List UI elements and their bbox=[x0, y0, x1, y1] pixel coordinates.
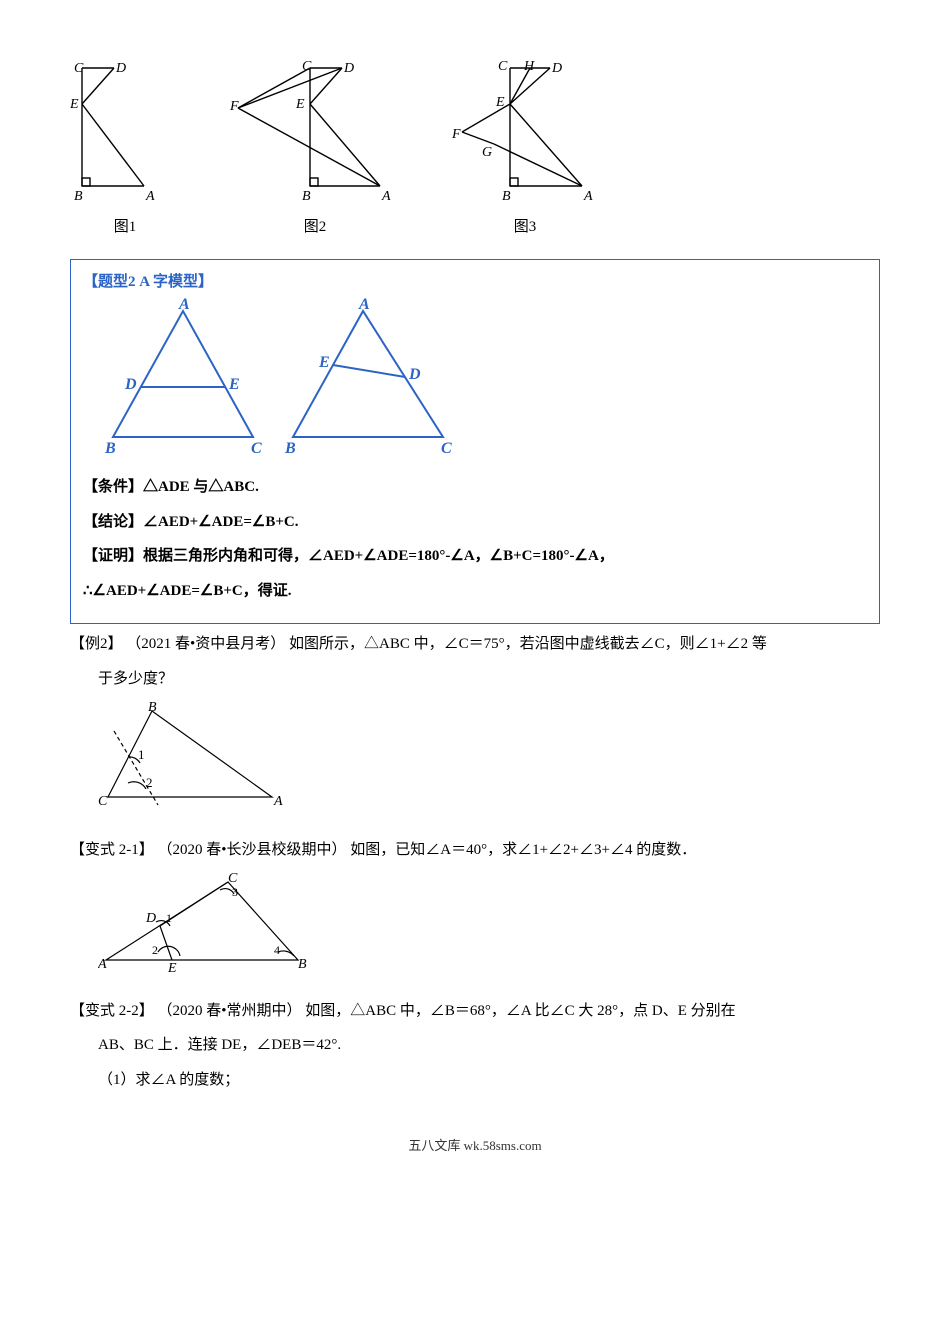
label-1: 1 bbox=[166, 911, 172, 925]
variant-2-2-line1: 【变式 2-2】 （2020 春•常州期中） 如图，△ABC 中，∠B＝68°，… bbox=[70, 997, 880, 1026]
label-D: D bbox=[115, 61, 126, 76]
model-box-title: 【题型2 A 字模型】 bbox=[83, 268, 867, 297]
label-3: 3 bbox=[232, 885, 238, 899]
condition-text: △ADE 与△ABC. bbox=[143, 479, 259, 495]
condition-label: 【条件】 bbox=[83, 479, 143, 495]
label-B-left: B bbox=[104, 440, 116, 457]
variant-2-1-src: （2020 春•长沙县校级期中） bbox=[158, 842, 347, 858]
label-B: B bbox=[74, 189, 83, 200]
figure-2: C D E F B A 图2 bbox=[230, 60, 400, 241]
label-C-left: C bbox=[251, 440, 262, 457]
label-B-right: B bbox=[284, 440, 296, 457]
conclusion-label: 【结论】 bbox=[83, 514, 143, 530]
conclusion-text: ∠AED+∠ADE=∠B+C. bbox=[143, 514, 298, 530]
label-E: E bbox=[495, 95, 505, 110]
label-B: B bbox=[502, 189, 511, 200]
label-A: A bbox=[583, 189, 593, 200]
label-F: F bbox=[230, 99, 239, 114]
label-E: E bbox=[70, 97, 79, 112]
label-2: 2 bbox=[146, 775, 153, 790]
variant-2-2-q1: （1）求∠A 的度数； bbox=[70, 1066, 880, 1095]
label-4: 4 bbox=[274, 943, 280, 957]
example-2: 【例2】 （2021 春•资中县月考） 如图所示，△ABC 中，∠C＝75°，若… bbox=[70, 630, 880, 659]
condition-line: 【条件】△ADE 与△ABC. bbox=[83, 473, 867, 502]
example-2-line2: 于多少度？ bbox=[70, 665, 880, 694]
label-E-right: E bbox=[318, 354, 330, 371]
figure-3-caption: 图3 bbox=[450, 213, 600, 242]
example-2-figure: B C A 1 2 bbox=[98, 701, 880, 822]
label-A: A bbox=[273, 794, 283, 809]
figure-1-caption: 图1 bbox=[70, 213, 180, 242]
top-figures-row: C D E B A 图1 C D bbox=[70, 60, 880, 241]
label-C: C bbox=[228, 872, 238, 886]
variant-2-2-line2: AB、BC 上．连接 DE，∠DEB＝42°. bbox=[70, 1031, 880, 1060]
label-1: 1 bbox=[138, 747, 145, 762]
label-C: C bbox=[98, 794, 108, 809]
label-B: B bbox=[302, 189, 311, 200]
label-D: D bbox=[145, 911, 156, 926]
figure-3-svg: C H D E F G B A bbox=[450, 60, 600, 200]
label-2: 2 bbox=[152, 943, 158, 957]
label-A-left: A bbox=[178, 297, 190, 313]
model-box-figures: A D E B C A E D B C bbox=[83, 297, 867, 468]
label-H: H bbox=[523, 60, 535, 74]
proof-line-2: ∴∠AED+∠ADE=∠B+C，得证. bbox=[83, 577, 867, 606]
proof-text: 根据三角形内角和可得，∠AED+∠ADE=180°-∠A，∠B+C=180°-∠… bbox=[143, 548, 614, 564]
figure-1: C D E B A 图1 bbox=[70, 60, 180, 241]
proof-label: 【证明】 bbox=[83, 548, 143, 564]
label-D: D bbox=[343, 61, 354, 76]
example-2-src: （2021 春•资中县月考） bbox=[126, 636, 285, 652]
a-model-svg: A D E B C A E D B C bbox=[83, 297, 463, 457]
figure-1-svg: C D E B A bbox=[70, 60, 180, 200]
variant-2-2-src: （2020 春•常州期中） bbox=[158, 1003, 302, 1019]
variant-2-1-figure: A B C D E 1 2 3 4 bbox=[98, 872, 880, 983]
variant-2-2-tag: 【变式 2-2】 bbox=[70, 1003, 154, 1019]
conclusion-line: 【结论】∠AED+∠ADE=∠B+C. bbox=[83, 508, 867, 537]
label-A: A bbox=[381, 189, 391, 200]
example-2-tag: 【例2】 bbox=[70, 636, 123, 652]
label-B: B bbox=[148, 701, 157, 715]
variant-2-1-text: 如图，已知∠A＝40°，求∠1+∠2+∠3+∠4 的度数． bbox=[350, 842, 696, 858]
label-A-right: A bbox=[358, 297, 370, 313]
label-D-left: D bbox=[124, 376, 137, 393]
label-A: A bbox=[145, 189, 155, 200]
variant-2-2-text1: 如图，△ABC 中，∠B＝68°，∠A 比∠C 大 28°，点 D、E 分别在 bbox=[305, 1003, 735, 1019]
label-C: C bbox=[74, 61, 84, 76]
page-footer: 五八文库 wk.58sms.com bbox=[70, 1134, 880, 1159]
model-box: 【题型2 A 字模型】 A D E B C A E D B C bbox=[70, 259, 880, 624]
label-D: D bbox=[551, 61, 562, 76]
label-A: A bbox=[98, 957, 107, 972]
label-B: B bbox=[298, 957, 307, 972]
label-C: C bbox=[498, 60, 508, 74]
label-G: G bbox=[482, 145, 492, 160]
variant-2-1: 【变式 2-1】 （2020 春•长沙县校级期中） 如图，已知∠A＝40°，求∠… bbox=[70, 836, 880, 865]
label-E: E bbox=[167, 961, 177, 972]
figure-3: C H D E F G B A 图3 bbox=[450, 60, 600, 241]
label-E-left: E bbox=[228, 376, 240, 393]
label-C-right: C bbox=[441, 440, 452, 457]
variant-2-1-tag: 【变式 2-1】 bbox=[70, 842, 154, 858]
figure-2-svg: C D E F B A bbox=[230, 60, 400, 200]
label-C: C bbox=[302, 60, 312, 74]
figure-2-caption: 图2 bbox=[230, 213, 400, 242]
label-D-right: D bbox=[408, 366, 421, 383]
example-2-line1: 如图所示，△ABC 中，∠C＝75°，若沿图中虚线截去∠C，则∠1+∠2 等 bbox=[289, 636, 767, 652]
label-F: F bbox=[451, 127, 461, 142]
proof-line-1: 【证明】根据三角形内角和可得，∠AED+∠ADE=180°-∠A，∠B+C=18… bbox=[83, 542, 867, 571]
label-E: E bbox=[295, 97, 305, 112]
